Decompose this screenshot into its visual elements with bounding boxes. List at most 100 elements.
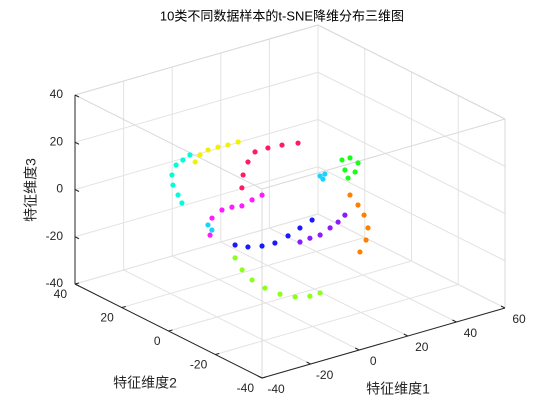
x-tick-label: 40 xyxy=(464,326,478,340)
y-tick-label: 20 xyxy=(100,311,114,325)
y-tick-label: -40 xyxy=(237,381,255,395)
point xyxy=(215,144,221,150)
point xyxy=(327,225,333,231)
point xyxy=(175,192,181,198)
point xyxy=(320,176,326,182)
point xyxy=(197,152,203,158)
z-tick xyxy=(74,94,80,98)
grid-line xyxy=(215,284,459,355)
point xyxy=(240,172,246,178)
point xyxy=(249,197,255,203)
point xyxy=(265,145,271,151)
y-tick-label: -20 xyxy=(190,358,208,372)
point xyxy=(277,291,283,297)
x-tick-label: -40 xyxy=(267,382,285,396)
y-tick-label: 40 xyxy=(54,287,68,301)
grid-line xyxy=(74,213,319,285)
point xyxy=(225,142,231,148)
point xyxy=(207,232,213,238)
z-tick-label: -40 xyxy=(46,276,64,290)
z-tick xyxy=(74,141,80,145)
y-axis-label: 特征维度2 xyxy=(113,375,177,391)
point xyxy=(235,139,241,145)
point xyxy=(357,249,363,255)
grid-line xyxy=(317,166,506,262)
box-edge xyxy=(261,118,506,190)
point xyxy=(262,285,268,291)
point xyxy=(322,171,328,177)
point xyxy=(170,182,176,188)
point xyxy=(335,219,341,225)
point xyxy=(169,172,175,178)
point xyxy=(297,239,303,245)
grid-line xyxy=(317,213,506,309)
point xyxy=(347,155,353,161)
z-tick-label: -20 xyxy=(46,229,64,243)
grid-line xyxy=(74,166,319,238)
point xyxy=(342,167,348,173)
y-tick xyxy=(261,376,267,379)
point xyxy=(352,169,358,175)
x-tick-label: 0 xyxy=(370,354,377,368)
y-tick xyxy=(121,306,126,308)
point xyxy=(361,212,367,218)
point xyxy=(259,243,265,249)
point xyxy=(252,149,258,155)
point xyxy=(355,202,361,208)
point xyxy=(285,233,291,239)
point xyxy=(272,240,278,246)
y-tick xyxy=(168,329,173,332)
point xyxy=(307,235,313,241)
point xyxy=(245,244,251,250)
point xyxy=(365,225,371,231)
x-axis-label: 特征维度1 xyxy=(366,381,430,397)
point xyxy=(239,185,245,191)
x-tick-label: 60 xyxy=(512,312,526,326)
point xyxy=(192,159,198,165)
x-tick xyxy=(354,347,360,351)
point xyxy=(249,277,255,283)
point xyxy=(219,207,225,213)
z-tick-label: 0 xyxy=(56,182,63,196)
z-tick xyxy=(74,189,80,192)
point xyxy=(232,242,238,248)
z-tick xyxy=(74,283,80,287)
point xyxy=(245,159,251,165)
point xyxy=(239,203,245,209)
point xyxy=(205,222,211,228)
grid-line xyxy=(317,119,506,214)
y-tick xyxy=(215,353,220,355)
box-edge xyxy=(317,24,506,120)
z-tick xyxy=(74,236,80,240)
point xyxy=(292,294,298,300)
point xyxy=(309,217,315,223)
grid-line xyxy=(74,119,319,190)
y-tick-label: 0 xyxy=(154,334,161,348)
z-tick-label: 40 xyxy=(50,87,64,101)
point xyxy=(339,157,345,163)
grid-line xyxy=(121,237,365,308)
grid-line xyxy=(168,260,412,332)
point xyxy=(307,293,313,299)
grid-line xyxy=(317,71,506,167)
x-tick-label: -20 xyxy=(316,368,334,382)
point xyxy=(297,225,303,231)
x-tick xyxy=(500,305,506,309)
x-tick xyxy=(403,333,409,337)
point xyxy=(317,290,323,296)
point xyxy=(229,204,235,210)
z-tick-label: 20 xyxy=(50,134,64,148)
chart-title: 10类不同数据样本的t-SNE降维分布三维图 xyxy=(160,8,404,23)
x-tick-label: 20 xyxy=(415,340,429,354)
x-axis-line xyxy=(261,307,506,379)
point xyxy=(363,237,369,243)
grid-line xyxy=(74,71,319,143)
point xyxy=(209,215,215,221)
point xyxy=(342,212,348,218)
point xyxy=(347,192,353,198)
point xyxy=(317,232,323,238)
point xyxy=(355,160,361,166)
point xyxy=(279,142,285,148)
point xyxy=(239,267,245,273)
x-tick xyxy=(452,319,457,323)
